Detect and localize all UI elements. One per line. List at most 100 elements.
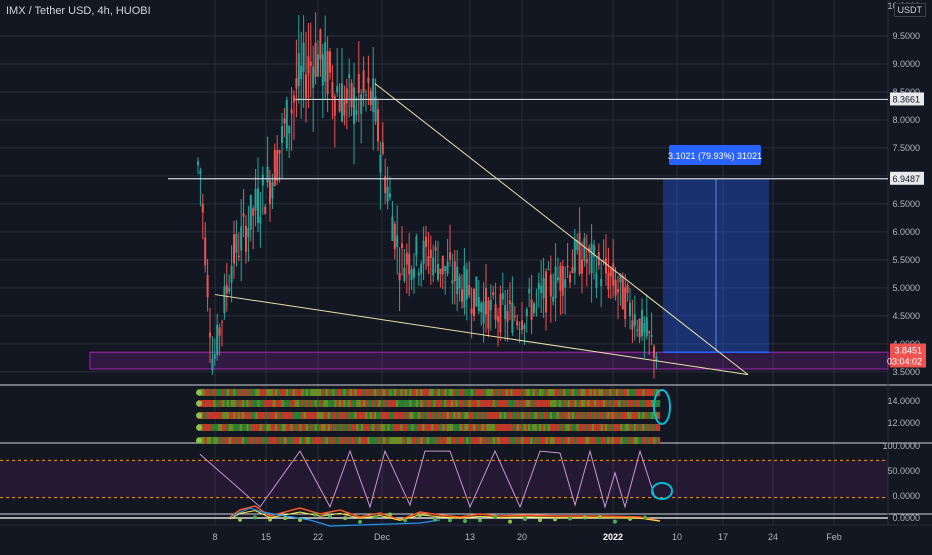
dot-row-cell: [290, 389, 293, 396]
dot-row-cell: [429, 424, 432, 431]
dot-row-cell: [624, 389, 628, 396]
dot-row-cell: [235, 424, 238, 431]
dot-row-cell: [213, 437, 216, 444]
dot-row-cell: [583, 437, 586, 444]
dot-row-cell: [380, 424, 383, 431]
dot-row-cell: [290, 424, 293, 431]
dot-row-cell: [224, 400, 227, 407]
dot-row-cell: [283, 412, 287, 419]
dot-row-cell: [303, 389, 306, 396]
dot-row-cell: [569, 424, 573, 431]
dot-row-cell: [299, 424, 302, 431]
dot-row-cell: [316, 389, 320, 396]
dot-row-cell: [248, 424, 251, 431]
dot-row-cell: [490, 437, 493, 444]
osc-dot: [538, 518, 542, 523]
dot-row-cell: [367, 412, 370, 419]
dot-row-cell: [209, 437, 212, 444]
dot-row-cell: [514, 424, 518, 431]
dot-row-cell: [495, 389, 498, 396]
dot-row-cell: [618, 424, 621, 431]
dot-row-cell: [591, 389, 595, 396]
dot-row-cell: [332, 437, 335, 444]
dot-row-cell: [389, 400, 392, 407]
dot-row-cell: [301, 400, 304, 407]
dot-row-cell: [530, 424, 533, 431]
candle-body: [242, 213, 245, 217]
candle-body: [600, 279, 603, 287]
dot-row-cell: [433, 424, 436, 431]
candle-body: [252, 208, 255, 216]
dot-row-cell: [484, 437, 487, 444]
candle-body: [331, 82, 334, 98]
candle-body: [636, 329, 639, 331]
dot-row-cell: [497, 400, 500, 407]
dot-row-cell: [455, 424, 458, 431]
dot-row-cell: [242, 437, 245, 444]
dot-row-cell: [424, 412, 427, 419]
candle-body: [494, 304, 497, 320]
dot-row-cell: [211, 400, 214, 407]
dot-row-cell: [338, 400, 342, 407]
dot-row-cell: [206, 389, 210, 396]
candle-body: [221, 321, 223, 323]
dot-row-cell: [308, 437, 311, 444]
dot-row-cell: [380, 437, 383, 444]
date-tick-label: 10: [672, 532, 682, 542]
dot-row-cell: [598, 424, 601, 431]
dot-row-cell: [202, 389, 205, 396]
dot-row-cell: [228, 412, 232, 419]
dot-row-cell: [624, 400, 628, 407]
dot-row-cell: [611, 424, 614, 431]
dot-row-cell: [640, 424, 643, 431]
dot-row-cell: [554, 400, 557, 407]
dot-row-cell: [462, 424, 465, 431]
dot-row-cell: [620, 389, 623, 396]
candle-body: [573, 239, 576, 273]
dot-row-cell: [426, 400, 430, 407]
dot-row-cell: [576, 437, 579, 444]
dot-row-cell: [495, 424, 498, 431]
candle-body: [453, 261, 456, 282]
dot-row-cell: [609, 412, 612, 419]
dot-row-cell: [486, 400, 489, 407]
dot-row-cell: [409, 412, 412, 419]
dot-row-cell: [602, 400, 606, 407]
dot-row-cell: [569, 389, 573, 396]
date-tick-label: 17: [718, 532, 728, 542]
dot-row-cell: [499, 400, 502, 407]
dot-row-cell: [409, 400, 412, 407]
dot-row-cell: [360, 389, 364, 396]
dot-row-cell: [365, 389, 368, 396]
candle-body: [321, 54, 324, 86]
level-mid-label-bg: [890, 171, 924, 185]
dot-row-cell: [411, 400, 414, 407]
candle-body: [389, 193, 391, 198]
dot-row-cell: [202, 437, 205, 444]
dot-row-cell: [217, 389, 221, 396]
stoch-band: [0, 460, 888, 498]
dot-row-cell: [530, 389, 533, 396]
dot-row-cell: [635, 437, 639, 444]
candle-body: [475, 276, 478, 307]
dot-row-cell: [376, 412, 379, 419]
dot-row-cell: [312, 412, 315, 419]
candle-body: [235, 234, 238, 253]
currency-button[interactable]: USDT: [893, 3, 926, 17]
dot-row-cell: [352, 424, 355, 431]
candle-body: [348, 74, 351, 79]
dot-row-cell: [578, 400, 581, 407]
dot-row-cell: [492, 389, 496, 396]
candle-body: [199, 170, 202, 175]
dot-row-cell: [411, 412, 414, 419]
dot-row-cell: [264, 389, 267, 396]
dot-row-cell: [514, 412, 518, 419]
candle-body: [353, 87, 355, 125]
candle-body: [449, 252, 451, 260]
dot-row-cell: [224, 389, 227, 396]
dot-row-cell: [213, 424, 216, 431]
dot-row-cell: [297, 424, 300, 431]
dot-row-cell: [277, 400, 280, 407]
